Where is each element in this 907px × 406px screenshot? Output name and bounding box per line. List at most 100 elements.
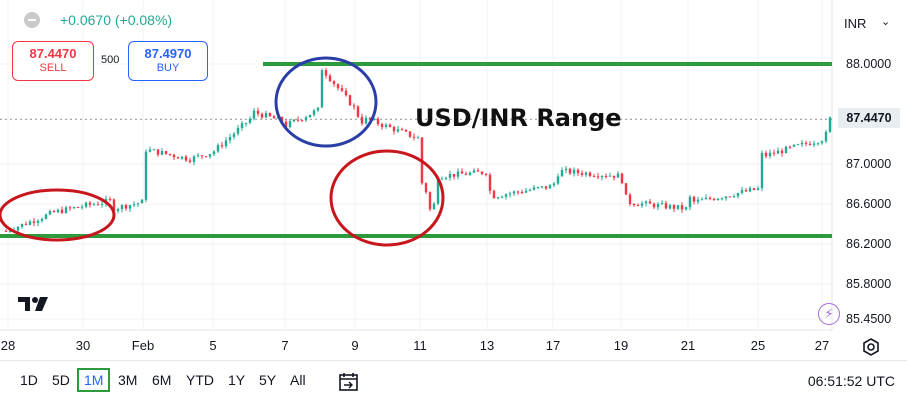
- candle-body: [292, 119, 296, 122]
- candle-body: [316, 107, 320, 111]
- candle-body: [188, 160, 192, 162]
- candle-body: [208, 154, 212, 157]
- candle-body: [328, 75, 332, 82]
- candle-body: [504, 194, 508, 197]
- candle-body: [236, 127, 240, 134]
- candle-body: [768, 152, 772, 157]
- candle-body: [88, 202, 92, 205]
- candle-body: [632, 203, 636, 206]
- sell-button[interactable]: 87.4470 SELL: [12, 41, 94, 81]
- candle-body: [476, 170, 480, 172]
- currency-selector[interactable]: INR ⌄: [836, 10, 898, 36]
- candle-body: [736, 193, 740, 197]
- candle-body: [172, 154, 176, 158]
- candle-body: [248, 118, 252, 123]
- candle-body: [684, 207, 688, 210]
- timeframe-1m-button[interactable]: 1M: [77, 368, 111, 392]
- lightning-icon[interactable]: ⚡: [818, 303, 840, 325]
- candle-body: [308, 114, 312, 118]
- x-tick-label: 13: [480, 338, 494, 353]
- candle-body: [428, 192, 432, 210]
- candle-body: [92, 204, 96, 206]
- collapse-icon[interactable]: [24, 12, 40, 28]
- candle-body: [452, 173, 456, 177]
- candle-body: [544, 186, 548, 189]
- candle-body: [696, 199, 700, 202]
- candle-body: [596, 176, 600, 178]
- x-tick-label: 25: [751, 338, 765, 353]
- buy-price: 87.4970: [144, 46, 192, 61]
- candle-body: [116, 209, 120, 212]
- candle-body: [796, 144, 800, 146]
- candle-body: [64, 207, 68, 214]
- candle-body: [312, 110, 316, 115]
- y-tick-label: 86.2000: [846, 237, 891, 251]
- candle-body: [160, 151, 164, 155]
- candle-body: [156, 149, 160, 155]
- candle-body: [336, 84, 340, 89]
- candle-body: [44, 214, 48, 219]
- candle-body: [136, 203, 140, 205]
- candle-body: [480, 171, 484, 174]
- candle-body: [828, 117, 832, 132]
- timeframe-3m-button[interactable]: 3M: [118, 372, 138, 388]
- timeframe-5d-button[interactable]: 5D: [52, 372, 70, 388]
- candle-body: [332, 81, 336, 85]
- candle-body: [708, 197, 712, 199]
- candle-body: [20, 223, 24, 227]
- gear-icon[interactable]: [862, 338, 880, 361]
- chart-title: USD/INR Range: [415, 104, 622, 132]
- candle-body: [772, 152, 776, 154]
- y-axis-labels: 88.0000 87.0000 86.6000 86.2000 85.8000 85.45…: [846, 57, 891, 326]
- candle-body: [636, 205, 640, 207]
- candle-body: [164, 151, 168, 154]
- candle-body: [624, 183, 628, 195]
- timeframe-1d-button[interactable]: 1D: [20, 372, 38, 388]
- candle-body: [640, 203, 644, 206]
- candle-body: [800, 142, 804, 145]
- candle-body: [408, 131, 412, 137]
- candle-body: [368, 117, 372, 120]
- x-tick-label: 9: [351, 338, 358, 353]
- candle-body: [788, 146, 792, 148]
- range-lines: [0, 62, 832, 238]
- timeframe-1y-button[interactable]: 1Y: [228, 372, 246, 388]
- candle-body: [24, 223, 28, 225]
- buy-button[interactable]: 87.4970 BUY: [128, 41, 208, 81]
- candle-body: [448, 173, 452, 178]
- candle-body: [740, 190, 744, 194]
- candle-body: [28, 221, 32, 225]
- candle-body: [396, 129, 400, 132]
- candle-body: [112, 199, 116, 212]
- candle-body: [612, 175, 616, 178]
- last-price-tag: 87.4470: [838, 108, 900, 128]
- candle-body: [604, 175, 608, 177]
- candle-body: [516, 191, 520, 193]
- candle-body: [460, 171, 464, 174]
- candle-body: [400, 129, 404, 131]
- candle-body: [560, 170, 564, 177]
- candle-body: [664, 203, 668, 209]
- candle-body: [576, 169, 580, 174]
- sell-price: 87.4470: [29, 46, 77, 61]
- candle-body: [580, 173, 584, 175]
- y-tick-label: 85.4500: [846, 312, 891, 326]
- candle-body: [616, 173, 620, 178]
- candle-body: [732, 196, 736, 198]
- candle-body: [648, 201, 652, 204]
- timeframe-5y-button[interactable]: 5Y: [259, 372, 277, 388]
- tradingview-logo[interactable]: [18, 295, 52, 319]
- timeframe-all-button[interactable]: All: [290, 372, 306, 388]
- candle-body: [644, 201, 648, 204]
- candle-body: [384, 124, 388, 127]
- candle-body: [808, 143, 812, 145]
- candle-body: [272, 116, 276, 119]
- candle-body: [216, 145, 220, 152]
- candle-body: [372, 118, 376, 120]
- timeframe-6m-button[interactable]: 6M: [152, 372, 172, 388]
- date-range-icon[interactable]: [338, 371, 360, 398]
- candle-body: [536, 187, 540, 189]
- chevron-down-icon: ⌄: [881, 16, 891, 28]
- candle-body: [404, 130, 408, 132]
- timeframe-ytd-button[interactable]: YTD: [186, 372, 214, 388]
